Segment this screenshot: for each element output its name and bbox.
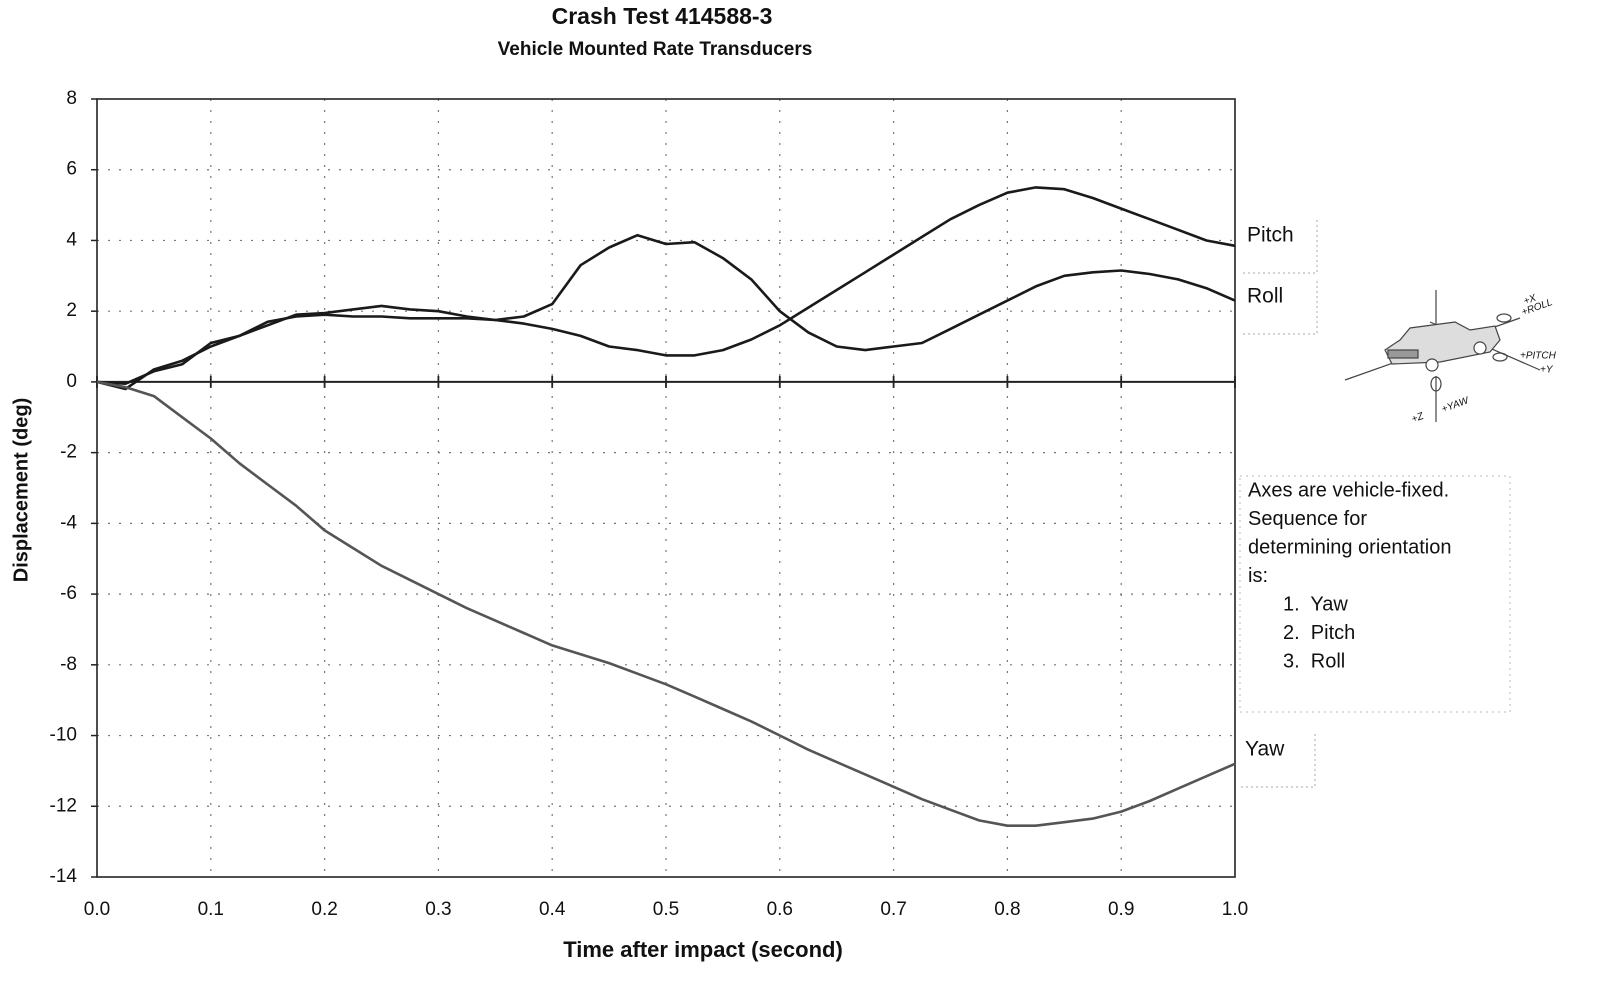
note-box bbox=[1239, 475, 1511, 713]
series-line bbox=[96, 233, 1236, 391]
y-tick-label: -2 bbox=[60, 442, 77, 463]
x-tick-label: 0.0 bbox=[84, 899, 110, 920]
inset-label: +X bbox=[1522, 293, 1538, 308]
note-line: determining orientation bbox=[1248, 536, 1451, 558]
series-label: Yaw bbox=[1245, 738, 1285, 761]
x-tick-label: 0.5 bbox=[653, 899, 679, 920]
y-tick-label: -8 bbox=[60, 654, 77, 675]
x-tick-label: 0.1 bbox=[198, 899, 224, 920]
series-label: Roll bbox=[1247, 285, 1283, 308]
y-tick-label: 2 bbox=[66, 300, 77, 321]
note-item: 2. Pitch bbox=[1283, 622, 1355, 644]
x-tick-label: 0.6 bbox=[767, 899, 793, 920]
inset-label: +Y bbox=[1540, 365, 1554, 376]
inset-label: +YAW bbox=[1440, 395, 1471, 415]
note-line: is: bbox=[1248, 565, 1268, 587]
note-item: 1. Yaw bbox=[1283, 593, 1348, 615]
y-tick-label: 0 bbox=[66, 371, 77, 392]
series-line bbox=[96, 380, 1236, 827]
y-tick-label: -4 bbox=[60, 512, 77, 533]
x-axis-title: Time after impact (second) bbox=[563, 937, 843, 962]
x-tick-label: 0.3 bbox=[425, 899, 451, 920]
chart-subtitle: Vehicle Mounted Rate Transducers bbox=[498, 39, 813, 60]
y-tick-label: -14 bbox=[50, 866, 78, 887]
x-tick-label: 0.7 bbox=[880, 899, 906, 920]
series-line bbox=[96, 186, 1236, 385]
x-tick-label: 0.9 bbox=[1108, 899, 1134, 920]
chart-title: Crash Test 414588-3 bbox=[552, 3, 773, 29]
y-tick-label: 8 bbox=[66, 88, 77, 109]
x-tick-label: 0.8 bbox=[994, 899, 1020, 920]
plot-frame bbox=[96, 98, 1236, 878]
vehicle-inset bbox=[1344, 290, 1541, 422]
y-tick-label: 6 bbox=[66, 159, 77, 180]
note-line: Axes are vehicle-fixed. bbox=[1248, 479, 1449, 501]
y-tick-label: -12 bbox=[50, 795, 77, 816]
y-tick-label: -6 bbox=[60, 583, 77, 604]
y-axis-title: Displacement (deg) bbox=[10, 398, 32, 582]
y-tick-label: 4 bbox=[66, 229, 77, 250]
note-line: Sequence for bbox=[1248, 508, 1367, 530]
series-label: Pitch bbox=[1247, 224, 1294, 247]
note-item: 3. Roll bbox=[1283, 650, 1345, 672]
inset-label: +Z bbox=[1410, 411, 1426, 426]
x-tick-label: 0.2 bbox=[311, 899, 337, 920]
y-tick-label: -10 bbox=[50, 725, 77, 746]
x-tick-label: 1.0 bbox=[1222, 899, 1248, 920]
x-tick-label: 0.4 bbox=[539, 899, 566, 920]
inset-label: +PITCH bbox=[1520, 351, 1557, 362]
